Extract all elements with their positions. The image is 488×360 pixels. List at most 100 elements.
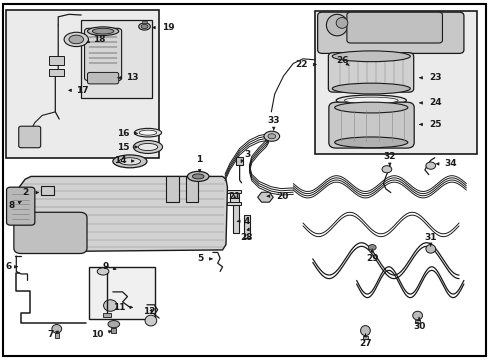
Ellipse shape [139, 23, 150, 30]
Text: 18: 18 [93, 35, 105, 44]
FancyBboxPatch shape [84, 28, 122, 81]
Ellipse shape [139, 130, 157, 135]
Bar [49, 56, 64, 65]
FancyBboxPatch shape [317, 12, 463, 53]
Polygon shape [19, 176, 227, 252]
Bar [142, 22, 147, 23]
Text: 34: 34 [444, 159, 456, 168]
Bar [232, 204, 238, 233]
Bar [236, 157, 243, 165]
Text: 24: 24 [428, 98, 441, 107]
Bar [185, 176, 198, 202]
Bar [81, 21, 152, 98]
Bar [55, 333, 59, 338]
Text: 23: 23 [428, 73, 440, 82]
Bar [244, 215, 250, 238]
Ellipse shape [367, 244, 375, 250]
Text: 17: 17 [76, 86, 89, 95]
Ellipse shape [331, 51, 409, 62]
Text: 3: 3 [244, 150, 250, 159]
Ellipse shape [52, 324, 61, 333]
Text: 13: 13 [126, 73, 139, 82]
FancyBboxPatch shape [346, 12, 442, 43]
Text: 20: 20 [276, 192, 288, 201]
Text: 2: 2 [22, 188, 29, 197]
Text: 9: 9 [102, 262, 109, 271]
Text: 15: 15 [117, 143, 130, 152]
FancyBboxPatch shape [6, 187, 35, 225]
Bar [227, 202, 241, 205]
Ellipse shape [331, 83, 409, 94]
Text: 30: 30 [412, 321, 425, 330]
Ellipse shape [138, 143, 158, 150]
Ellipse shape [134, 129, 161, 137]
Ellipse shape [425, 162, 435, 169]
Ellipse shape [141, 24, 148, 29]
Text: 25: 25 [428, 120, 440, 129]
Bar [89, 267, 155, 319]
Ellipse shape [103, 300, 117, 311]
Text: 6: 6 [5, 262, 11, 271]
Text: 19: 19 [161, 23, 174, 32]
Text: 10: 10 [91, 330, 103, 339]
Ellipse shape [145, 315, 157, 326]
Text: 29: 29 [365, 253, 378, 262]
Text: 4: 4 [243, 217, 249, 226]
Ellipse shape [69, 35, 83, 44]
Text: 26: 26 [335, 57, 347, 66]
Ellipse shape [108, 320, 120, 328]
Ellipse shape [187, 171, 208, 181]
FancyBboxPatch shape [14, 212, 87, 253]
FancyBboxPatch shape [328, 53, 413, 92]
Text: 1: 1 [196, 155, 203, 164]
Ellipse shape [344, 97, 397, 104]
Ellipse shape [133, 140, 162, 153]
Bar [315, 11, 476, 154]
Text: 28: 28 [240, 233, 253, 242]
Ellipse shape [192, 174, 203, 179]
Bar [166, 176, 178, 202]
Text: 27: 27 [358, 338, 371, 347]
Text: 33: 33 [267, 117, 280, 126]
Bar [5, 10, 159, 158]
FancyBboxPatch shape [87, 72, 119, 84]
Text: 7: 7 [47, 330, 53, 339]
Ellipse shape [64, 32, 88, 46]
Bar [362, 336, 367, 339]
Ellipse shape [326, 14, 347, 36]
Ellipse shape [335, 18, 347, 28]
Ellipse shape [267, 134, 275, 139]
Bar [111, 328, 116, 333]
Bar [41, 186, 54, 195]
Polygon shape [257, 192, 273, 202]
Bar [414, 320, 419, 323]
Text: 21: 21 [228, 192, 241, 201]
Bar [49, 69, 64, 76]
FancyBboxPatch shape [19, 126, 41, 148]
Text: 12: 12 [143, 307, 155, 316]
Ellipse shape [334, 137, 407, 148]
Bar [227, 190, 241, 193]
Text: 32: 32 [383, 152, 395, 161]
Bar [229, 191, 238, 205]
Ellipse shape [113, 155, 147, 168]
Ellipse shape [381, 166, 391, 173]
Text: 16: 16 [117, 129, 130, 138]
Ellipse shape [264, 131, 279, 141]
Text: 31: 31 [424, 233, 436, 242]
Ellipse shape [334, 102, 407, 113]
FancyBboxPatch shape [328, 102, 413, 148]
Ellipse shape [92, 28, 114, 34]
Ellipse shape [335, 95, 406, 106]
Text: 8: 8 [8, 201, 14, 210]
Ellipse shape [97, 268, 109, 275]
Text: 11: 11 [112, 303, 125, 312]
Ellipse shape [412, 311, 422, 320]
Ellipse shape [87, 27, 119, 36]
Ellipse shape [119, 158, 141, 165]
Ellipse shape [360, 325, 369, 336]
Text: 14: 14 [114, 157, 126, 166]
Text: 5: 5 [196, 255, 203, 264]
Text: 22: 22 [295, 60, 307, 69]
Bar [103, 313, 111, 317]
